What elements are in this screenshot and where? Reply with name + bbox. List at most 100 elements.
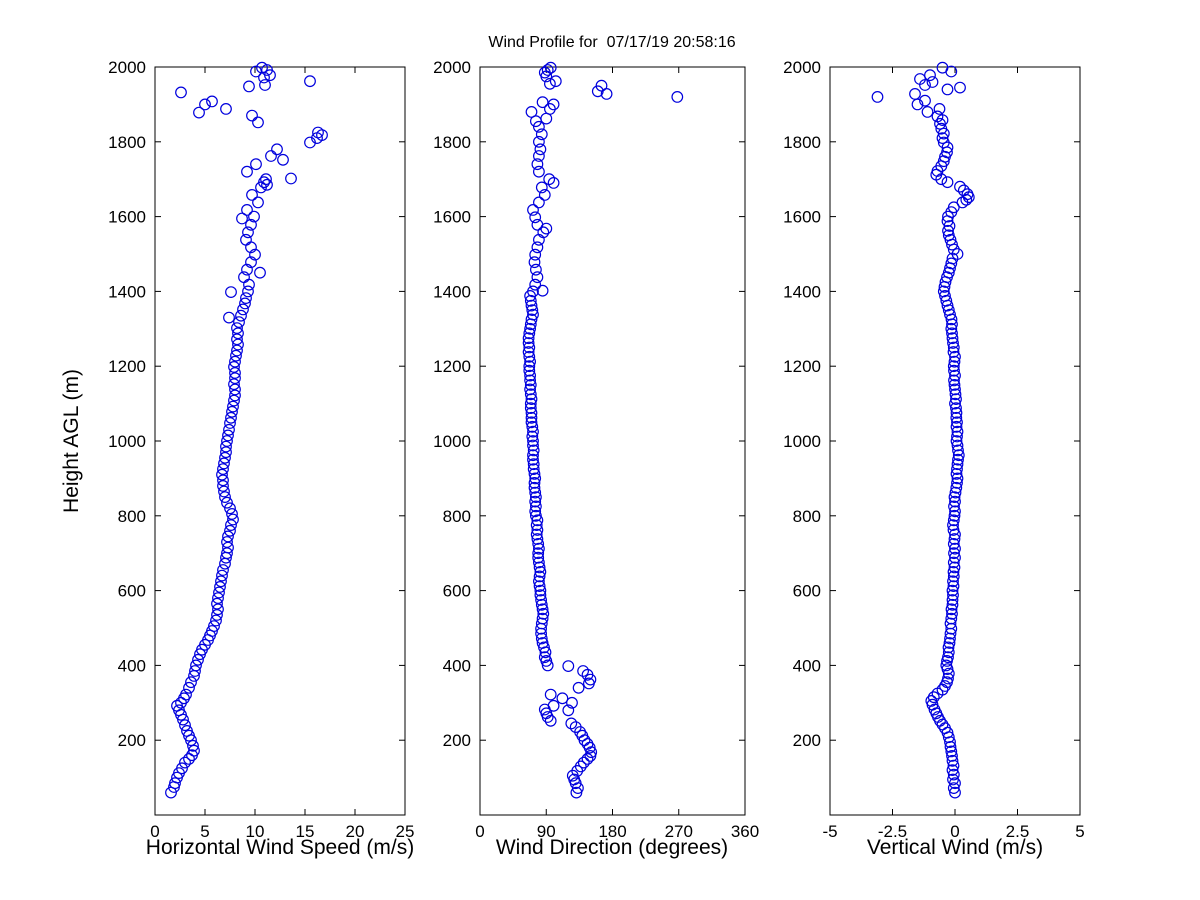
data-point [535,598,548,611]
tick-label: 1200 [108,357,146,376]
data-point [228,378,240,391]
data-point [949,551,961,564]
data-point [526,430,539,443]
data-point [524,369,536,382]
data-point [547,699,560,712]
data-point [245,256,257,269]
tick-label: 1200 [783,357,821,376]
data-point [949,542,961,555]
data-point [241,165,253,178]
data-point [525,411,538,424]
data-point [541,659,554,672]
data-point [530,519,543,531]
data-point [527,444,540,457]
data-point [947,759,960,772]
data-point [534,143,547,156]
data-point [239,297,251,310]
data-point [945,612,958,625]
data-point [238,271,250,284]
data-point [543,173,556,186]
data-point [950,468,963,480]
tick-label: 1800 [108,133,146,152]
data-point [942,229,955,242]
data-point [544,77,556,90]
data-point [533,135,545,148]
data-point [187,739,199,752]
data-point [224,502,236,515]
data-point [949,397,961,410]
data-point [529,505,542,518]
data-point [523,350,536,363]
data-point [951,416,963,429]
tick-label: 270 [665,822,693,841]
data-point [547,176,560,189]
data-point [941,176,954,189]
data-point [227,400,239,413]
data-point [529,248,542,261]
tick-label: -5 [822,822,837,841]
data-point [535,181,548,194]
data-point [208,620,220,632]
data-point [175,86,187,99]
data-point [524,374,536,387]
data-point [217,463,229,476]
axes-box [154,66,406,816]
data-point [535,128,548,141]
panel-vertical-wind: -5 -2.5 0 2.5 5 200 400 600 800 1000 1200 1400 1600 1… [783,58,1085,841]
data-point [936,132,949,145]
data-point [948,547,960,560]
data-point [537,607,550,620]
data-point [950,393,962,406]
data-point [533,580,546,592]
data-point [231,344,243,357]
data-point [562,660,575,672]
data-point [574,760,587,773]
data-point [211,597,223,610]
data-point [871,90,884,103]
data-point [240,292,252,305]
data-point [523,364,536,377]
data-point [945,322,958,335]
data-point [540,112,553,125]
tick-label: 400 [118,656,146,675]
tick-label: 90 [537,822,556,841]
data-point [937,285,950,298]
data-point [936,61,949,74]
data-point [947,570,960,583]
data-point [948,379,961,391]
tick-label: 600 [118,582,146,601]
data-point [927,691,940,704]
data-point [530,491,542,504]
tick-label: 1000 [433,432,471,451]
data-point [952,449,965,462]
data-point [957,184,970,197]
data-point [950,407,963,419]
data-point [181,725,193,737]
data-point [926,76,939,88]
data-point [525,299,538,312]
data-point [220,102,232,115]
data-point [529,211,542,224]
data-point [947,337,959,349]
data-point [277,153,289,166]
data-point [954,81,966,94]
data-point [260,173,272,186]
data-point [950,435,963,447]
tick-label: 1200 [433,357,471,376]
data-point [192,653,204,666]
data-point [222,429,234,442]
data-point [948,491,961,504]
data-point [537,226,550,239]
data-point [934,117,946,130]
data-point [527,425,539,438]
data-point [949,350,961,363]
data-point [528,468,541,480]
data-point [210,614,222,627]
data-point [525,313,538,326]
tick-label: 1600 [433,208,471,227]
data-point [950,411,963,424]
data-point [577,665,589,677]
data-point [947,575,959,588]
data-point [530,263,542,276]
data-point [236,212,248,225]
